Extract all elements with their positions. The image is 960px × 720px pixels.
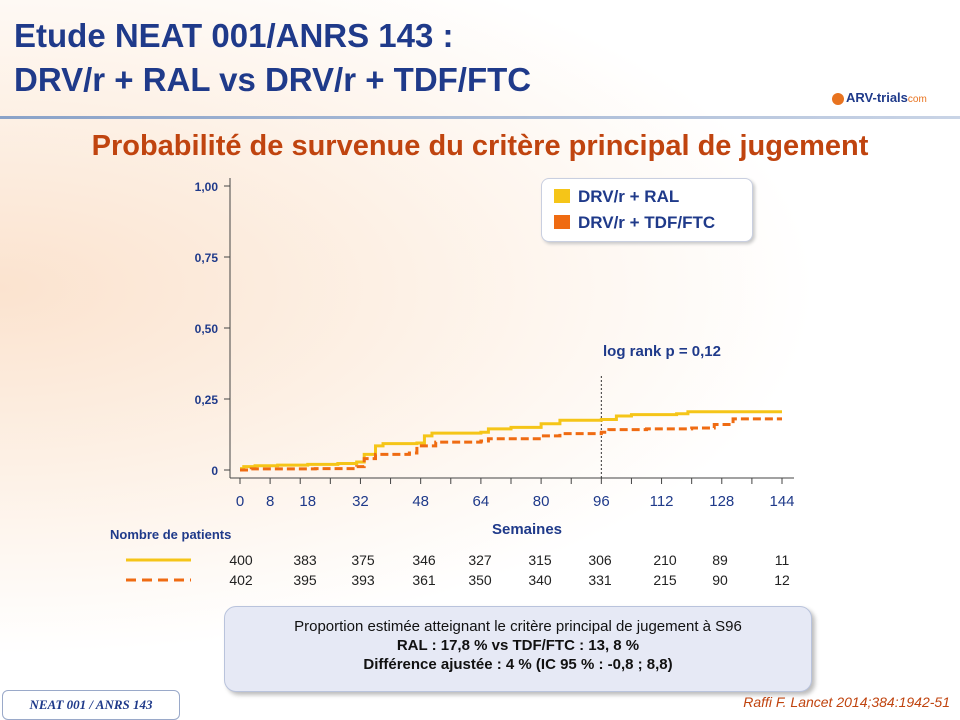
summary-line-3: Différence ajustée : 4 % (IC 95 % : -0,8… xyxy=(363,656,673,673)
x-tick-label: 64 xyxy=(473,493,490,510)
annotation-label: log rank p = 0,12 xyxy=(603,343,721,360)
x-tick-label: 144 xyxy=(769,493,794,510)
x-tick-label: 80 xyxy=(533,493,550,510)
patients-count-tdf: 395 xyxy=(293,572,317,588)
series-line-ral xyxy=(240,410,782,471)
title-line-2: DRV/r + RAL vs DRV/r + TDF/FTC xyxy=(14,61,532,98)
patients-count-ral: 11 xyxy=(774,552,790,568)
patients-count-tdf: 90 xyxy=(712,572,728,588)
patients-count-tdf: 12 xyxy=(774,572,790,588)
summary-line-2: RAL : 17,8 % vs TDF/FTC : 13, 8 % xyxy=(396,637,640,654)
legend-label-ral: DRV/r + RAL xyxy=(578,187,680,206)
patients-count-tdf: 402 xyxy=(229,572,253,588)
patients-count-ral: 306 xyxy=(588,552,612,568)
x-tick-label: 128 xyxy=(709,493,734,510)
logo-suffix: com xyxy=(907,94,927,105)
x-tick-label: 48 xyxy=(412,493,429,510)
patients-count-ral: 327 xyxy=(468,552,492,568)
x-axis-label: Semaines xyxy=(492,521,562,538)
patients-count-tdf: 361 xyxy=(412,572,436,588)
y-tick-label: 0,25 xyxy=(195,393,219,407)
chart-legend: DRV/r + RAL DRV/r + TDF/FTC xyxy=(541,178,753,242)
y-tick-label: 0,75 xyxy=(195,251,219,265)
patients-count-tdf: 350 xyxy=(468,572,492,588)
legend-label-tdf: DRV/r + TDF/FTC xyxy=(578,213,716,232)
x-tick-label: 96 xyxy=(593,493,610,510)
x-tick-label: 8 xyxy=(266,493,274,510)
patients-count-tdf: 215 xyxy=(653,572,677,588)
patients-count-ral: 346 xyxy=(412,552,436,568)
logo-text: ARV-trials xyxy=(846,90,908,105)
x-tick-label: 18 xyxy=(299,493,316,510)
chart-subtitle: Probabilité de survenue du critère princ… xyxy=(91,130,869,162)
patients-count-ral: 315 xyxy=(528,552,552,568)
patients-count-tdf: 331 xyxy=(588,572,612,588)
summary-box: Proportion estimée atteignant le critère… xyxy=(224,606,812,692)
arv-trials-logo: ARV-trialscom xyxy=(832,90,927,105)
patients-at-risk-title: Nombre de patients xyxy=(110,527,232,542)
patients-count-tdf: 393 xyxy=(351,572,375,588)
series-line-tdf xyxy=(240,417,782,472)
legend-item-ral: DRV/r + RAL xyxy=(554,187,679,207)
summary-line-1: Proportion estimée atteignant le critère… xyxy=(294,618,742,635)
y-tick-label: 0,50 xyxy=(195,322,219,336)
y-tick-label: 1,00 xyxy=(195,180,219,194)
title-divider xyxy=(0,116,960,119)
x-tick-label: 112 xyxy=(650,493,674,510)
patients-count-ral: 383 xyxy=(293,552,317,568)
logo-icon xyxy=(832,92,844,105)
patients-count-ral: 210 xyxy=(653,552,677,568)
legend-item-tdf: DRV/r + TDF/FTC xyxy=(554,213,715,233)
study-tag: NEAT 001 / ANRS 143 xyxy=(2,690,180,720)
patients-count-ral: 375 xyxy=(351,552,375,568)
x-tick-label: 0 xyxy=(236,493,244,510)
patients-count-tdf: 340 xyxy=(528,572,552,588)
citation: Raffi F. Lancet 2014;384:1942-51 xyxy=(743,694,950,710)
title-line-1: Etude NEAT 001/ANRS 143 : xyxy=(14,17,454,54)
legend-swatch-ral xyxy=(554,189,570,203)
patients-count-ral: 89 xyxy=(712,552,728,568)
x-tick-label: 32 xyxy=(352,493,369,510)
slide-title: Etude NEAT 001/ANRS 143 : DRV/r + RAL vs… xyxy=(14,14,531,102)
patients-count-ral: 400 xyxy=(229,552,253,568)
y-tick-label: 0 xyxy=(211,464,218,478)
legend-swatch-tdf xyxy=(554,215,570,229)
